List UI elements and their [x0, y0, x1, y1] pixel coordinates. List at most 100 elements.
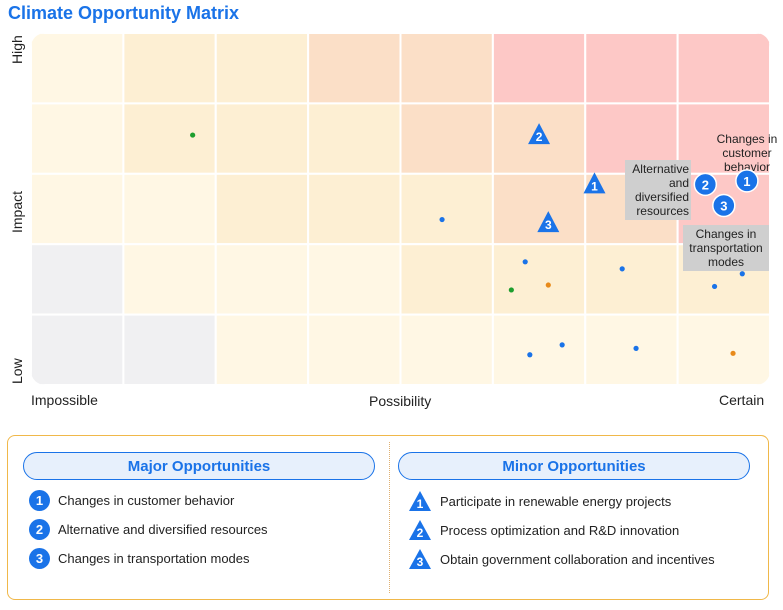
major-opportunity-circle-1: 1 — [735, 169, 759, 193]
svg-text:1: 1 — [417, 497, 424, 511]
data-point — [190, 132, 196, 138]
triangle-number: 2 — [536, 130, 543, 144]
svg-text:3: 3 — [417, 555, 424, 569]
callout-label: Changes in — [696, 227, 757, 241]
matrix-cell — [31, 33, 125, 105]
data-point — [730, 350, 736, 356]
matrix-cell — [676, 33, 770, 105]
minor-item-1: 1 Participate in renewable energy projec… — [408, 490, 671, 512]
data-point — [527, 352, 533, 358]
matrix-cell — [399, 102, 494, 175]
matrix-cell — [307, 33, 402, 105]
callout-box — [625, 160, 691, 220]
matrix-cell — [214, 33, 310, 105]
matrix-cell — [399, 172, 494, 246]
minor-opportunities-header: Minor Opportunities — [398, 452, 750, 480]
x-tick-impossible: Impossible — [31, 392, 98, 408]
number-2-triangle-icon: 2 — [409, 520, 431, 540]
major-item-label: Alternative and diversified resources — [58, 522, 268, 537]
matrix-cell — [122, 313, 217, 385]
matrix-cell — [122, 102, 217, 175]
number-2-circle-icon: 2 — [29, 519, 50, 540]
matrix-cell — [122, 172, 217, 246]
minor-opportunity-triangle-2: 2 — [528, 123, 551, 145]
matrix-cell — [676, 102, 770, 175]
minor-item-3: 3 Obtain government collaboration and in… — [408, 548, 715, 570]
triangle-shape — [528, 123, 551, 145]
circle-shape — [693, 172, 718, 197]
major-item-1: 1 Changes in customer behavior — [29, 490, 234, 511]
callout-label: customer — [722, 146, 771, 160]
circle-number: 2 — [702, 177, 709, 192]
data-point — [739, 271, 745, 277]
circle-shape — [712, 193, 736, 218]
data-point — [711, 283, 718, 290]
matrix-cell — [584, 33, 679, 105]
matrix-cell — [399, 33, 494, 105]
y-axis-label: Impact — [9, 190, 25, 233]
callout-label: transportation — [689, 241, 762, 255]
chart-title: Climate Opportunity Matrix — [8, 3, 240, 23]
matrix-cell — [584, 313, 679, 385]
major-item-label: Changes in transportation modes — [58, 551, 250, 566]
major-item-2: 2 Alternative and diversified resources — [29, 519, 268, 540]
minor-item-label: Obtain government collaboration and ince… — [440, 551, 715, 567]
data-point — [619, 266, 625, 272]
circle-number: 3 — [720, 198, 727, 213]
svg-text:2: 2 — [417, 526, 424, 540]
legend-panel: Major Opportunities Minor Opportunities … — [7, 435, 769, 600]
callout-label: modes — [708, 255, 744, 269]
matrix-cell — [122, 243, 217, 316]
number-3-circle-icon: 3 — [29, 548, 50, 569]
matrix-cell — [491, 172, 587, 246]
matrix-cell — [31, 102, 125, 175]
data-point — [633, 345, 639, 351]
triangle-shape — [537, 211, 560, 233]
matrix-cell — [31, 243, 125, 316]
triangle-shape — [583, 172, 606, 194]
x-tick-certain: Certain — [719, 392, 765, 408]
matrix-cell — [31, 313, 125, 385]
callout-label: diversified — [635, 190, 689, 204]
callout-label: Alternative — [632, 162, 689, 176]
y-tick-high: High — [9, 35, 25, 64]
number-1-triangle-icon: 1 — [409, 491, 431, 511]
callout-box — [683, 225, 769, 271]
x-axis-label: Possibility — [369, 393, 432, 409]
callout-label: Changes in — [717, 132, 778, 146]
number-1-circle-icon: 1 — [29, 490, 50, 511]
legend-divider — [389, 442, 390, 593]
minor-opportunity-triangle-3: 3 — [537, 211, 560, 233]
data-point — [439, 216, 445, 223]
major-opportunity-circle-3: 3 — [712, 193, 736, 218]
number-3-triangle-icon: 3 — [409, 549, 431, 569]
matrix-cell — [307, 102, 402, 175]
major-opportunity-circle-2: 2 — [693, 172, 718, 197]
matrix-cell — [584, 243, 679, 316]
circle-number: 1 — [743, 174, 750, 189]
matrix-cell — [491, 313, 587, 385]
major-opportunities-header: Major Opportunities — [23, 452, 375, 480]
data-point — [508, 287, 514, 293]
matrix-cell — [214, 243, 310, 316]
minor-item-label: Participate in renewable energy projects — [440, 493, 672, 509]
minor-opportunity-triangle-1: 1 — [583, 172, 606, 194]
matrix-cell — [491, 33, 587, 105]
minor-item-label: Process optimization and R&D innovation — [440, 522, 680, 538]
matrix-cell — [307, 243, 402, 316]
circle-shape — [735, 169, 759, 193]
callout-label: behavior — [724, 160, 770, 174]
matrix-cell — [31, 172, 125, 246]
matrix-cell — [399, 243, 494, 316]
matrix-cell — [491, 243, 587, 316]
matrix-cell — [214, 313, 310, 385]
triangle-number: 1 — [591, 179, 598, 193]
data-point — [559, 342, 565, 348]
matrix-cell — [676, 313, 770, 385]
y-tick-low: Low — [9, 358, 25, 384]
data-point — [545, 282, 551, 288]
callout-label: resources — [636, 204, 689, 218]
matrix-cell — [307, 172, 402, 246]
major-item-label: Changes in customer behavior — [58, 493, 235, 508]
data-point — [522, 259, 528, 265]
